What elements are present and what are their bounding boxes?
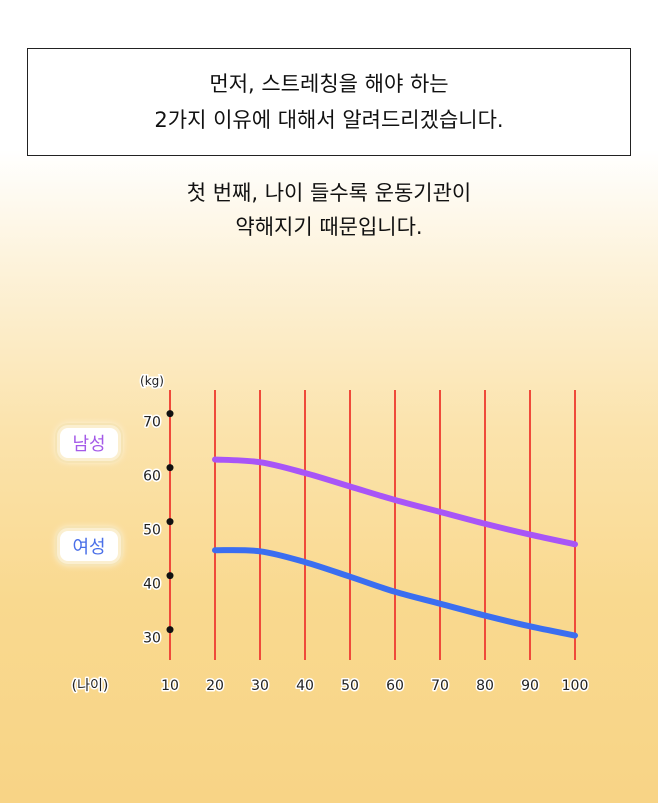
legend-female-badge: 여성 [57,528,121,564]
x-tick-label-60: 60 [386,678,404,694]
y-tick-label-70: 70 [143,415,161,431]
y-tick-label-60: 60 [143,469,161,485]
y-tick-dot-30 [166,626,174,634]
y-tick-dot-50 [166,518,174,526]
y-tick-dot-60 [166,464,174,472]
x-axis-label: (나이) [72,678,109,694]
x-tick-label-30: 30 [251,678,269,694]
x-tick-label-20: 20 [206,678,224,694]
x-axis: 10 20 30 40 50 60 70 80 90 100 (나이) [70,677,590,696]
y-tick-label-40: 40 [143,577,161,593]
caption-box: 먼저, 스트레칭을 해야 하는 2가지 이유에 대해서 알려드리겠습니다. [27,48,631,156]
y-tick-dot-40 [166,572,174,580]
x-tick-label-40: 40 [296,678,314,694]
narration-line-2: 약해지기 때문입니다. [235,215,423,239]
x-tick-label-90: 90 [521,678,539,694]
caption-line-2: 2가지 이유에 대해서 알려드리겠습니다. [154,108,504,132]
narration-line-1: 첫 번째, 나이 들수록 운동기관이 [186,181,472,205]
series-line-female [212,547,578,639]
caption-line-1: 먼저, 스트레칭을 해야 하는 [209,72,449,96]
x-tick-label-10: 10 [161,678,179,694]
y-axis: 30 40 50 60 70 (kg) [139,373,174,648]
y-axis-unit-label: (kg) [140,374,164,388]
series-lines [212,456,578,639]
y-tick-dot-70 [166,410,174,418]
x-tick-label-100: 100 [562,678,589,694]
narration-text: 첫 번째, 나이 들수록 운동기관이 약해지기 때문입니다. [0,176,658,244]
y-tick-label-30: 30 [143,631,161,647]
x-tick-label-50: 50 [341,678,359,694]
legend-male-badge: 남성 [57,425,121,461]
y-tick-label-50: 50 [143,523,161,539]
x-tick-label-80: 80 [476,678,494,694]
weight-age-chart: 30 40 50 60 70 (kg) 10 20 30 40 50 60 70 80 90 100 (나이) [70,373,590,696]
grid-lines [169,390,576,660]
x-tick-label-70: 70 [431,678,449,694]
series-line-male [212,456,578,548]
